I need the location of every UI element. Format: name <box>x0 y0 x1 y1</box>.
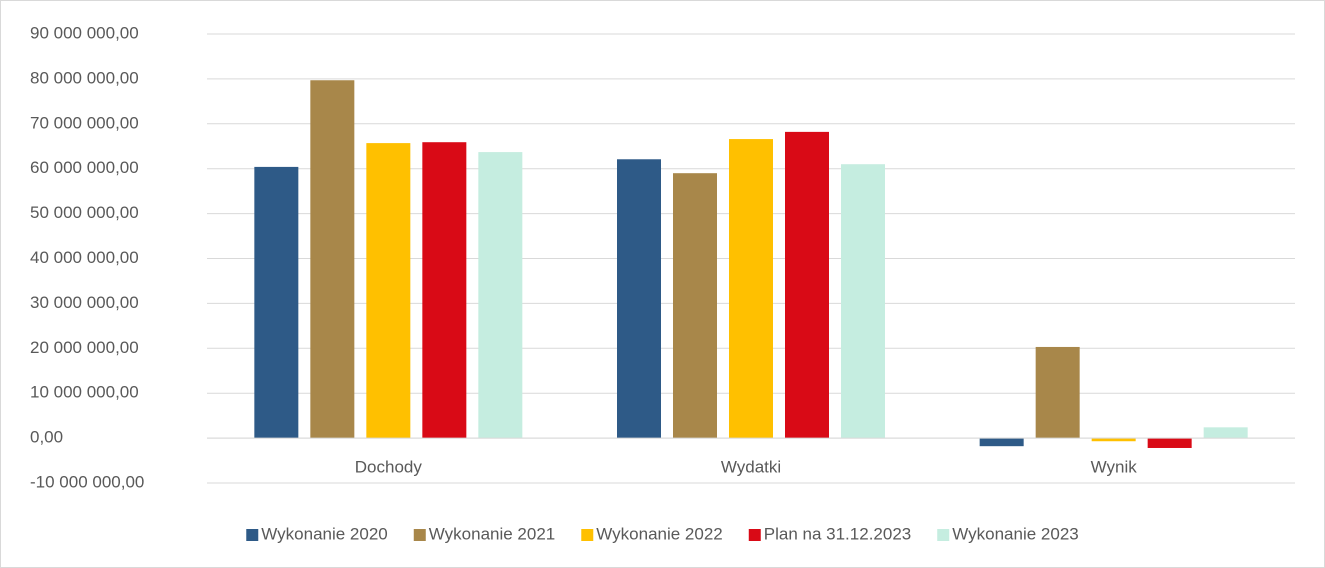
legend-label: Plan na 31.12.2023 <box>764 524 911 543</box>
bar <box>1035 346 1080 439</box>
y-tick-label: 20 000 000,00 <box>30 338 139 357</box>
y-tick-label: 10 000 000,00 <box>30 383 139 402</box>
legend-label: Wykonanie 2022 <box>596 524 723 543</box>
y-tick-label: -10 000 000,00 <box>30 472 144 491</box>
bar <box>1203 427 1248 439</box>
legend-swatch <box>748 529 761 541</box>
y-tick-label: 70 000 000,00 <box>30 113 139 132</box>
legend-swatch <box>413 529 426 541</box>
legend-label: Wykonanie 2020 <box>261 524 388 543</box>
bar <box>366 143 411 439</box>
y-tick-label: 60 000 000,00 <box>30 158 139 177</box>
legend-swatch <box>581 529 594 541</box>
y-tick-label: 90 000 000,00 <box>30 23 139 42</box>
bar <box>729 139 773 439</box>
y-tick-label: 0,00 <box>30 428 63 447</box>
bar <box>673 173 717 439</box>
legend-label: Wykonanie 2023 <box>952 524 1079 543</box>
bar <box>254 166 299 439</box>
x-tick-label: Wydatki <box>721 458 781 477</box>
bar <box>1147 438 1192 448</box>
legend-label: Wykonanie 2021 <box>429 524 556 543</box>
bar <box>422 142 467 439</box>
bar <box>979 438 1024 447</box>
bar <box>310 80 355 439</box>
y-tick-label: 80 000 000,00 <box>30 68 139 87</box>
bar <box>785 131 829 439</box>
y-tick-label: 40 000 000,00 <box>30 248 139 267</box>
y-tick-label: 50 000 000,00 <box>30 203 139 222</box>
bar <box>478 152 523 439</box>
x-tick-label: Wynik <box>1091 458 1138 477</box>
y-tick-label: 30 000 000,00 <box>30 293 139 312</box>
bar <box>617 159 661 439</box>
legend-swatch <box>937 529 950 541</box>
legend-swatch <box>246 529 259 541</box>
x-tick-label: Dochody <box>355 458 423 477</box>
bar <box>841 164 885 439</box>
bar <box>1091 438 1136 442</box>
